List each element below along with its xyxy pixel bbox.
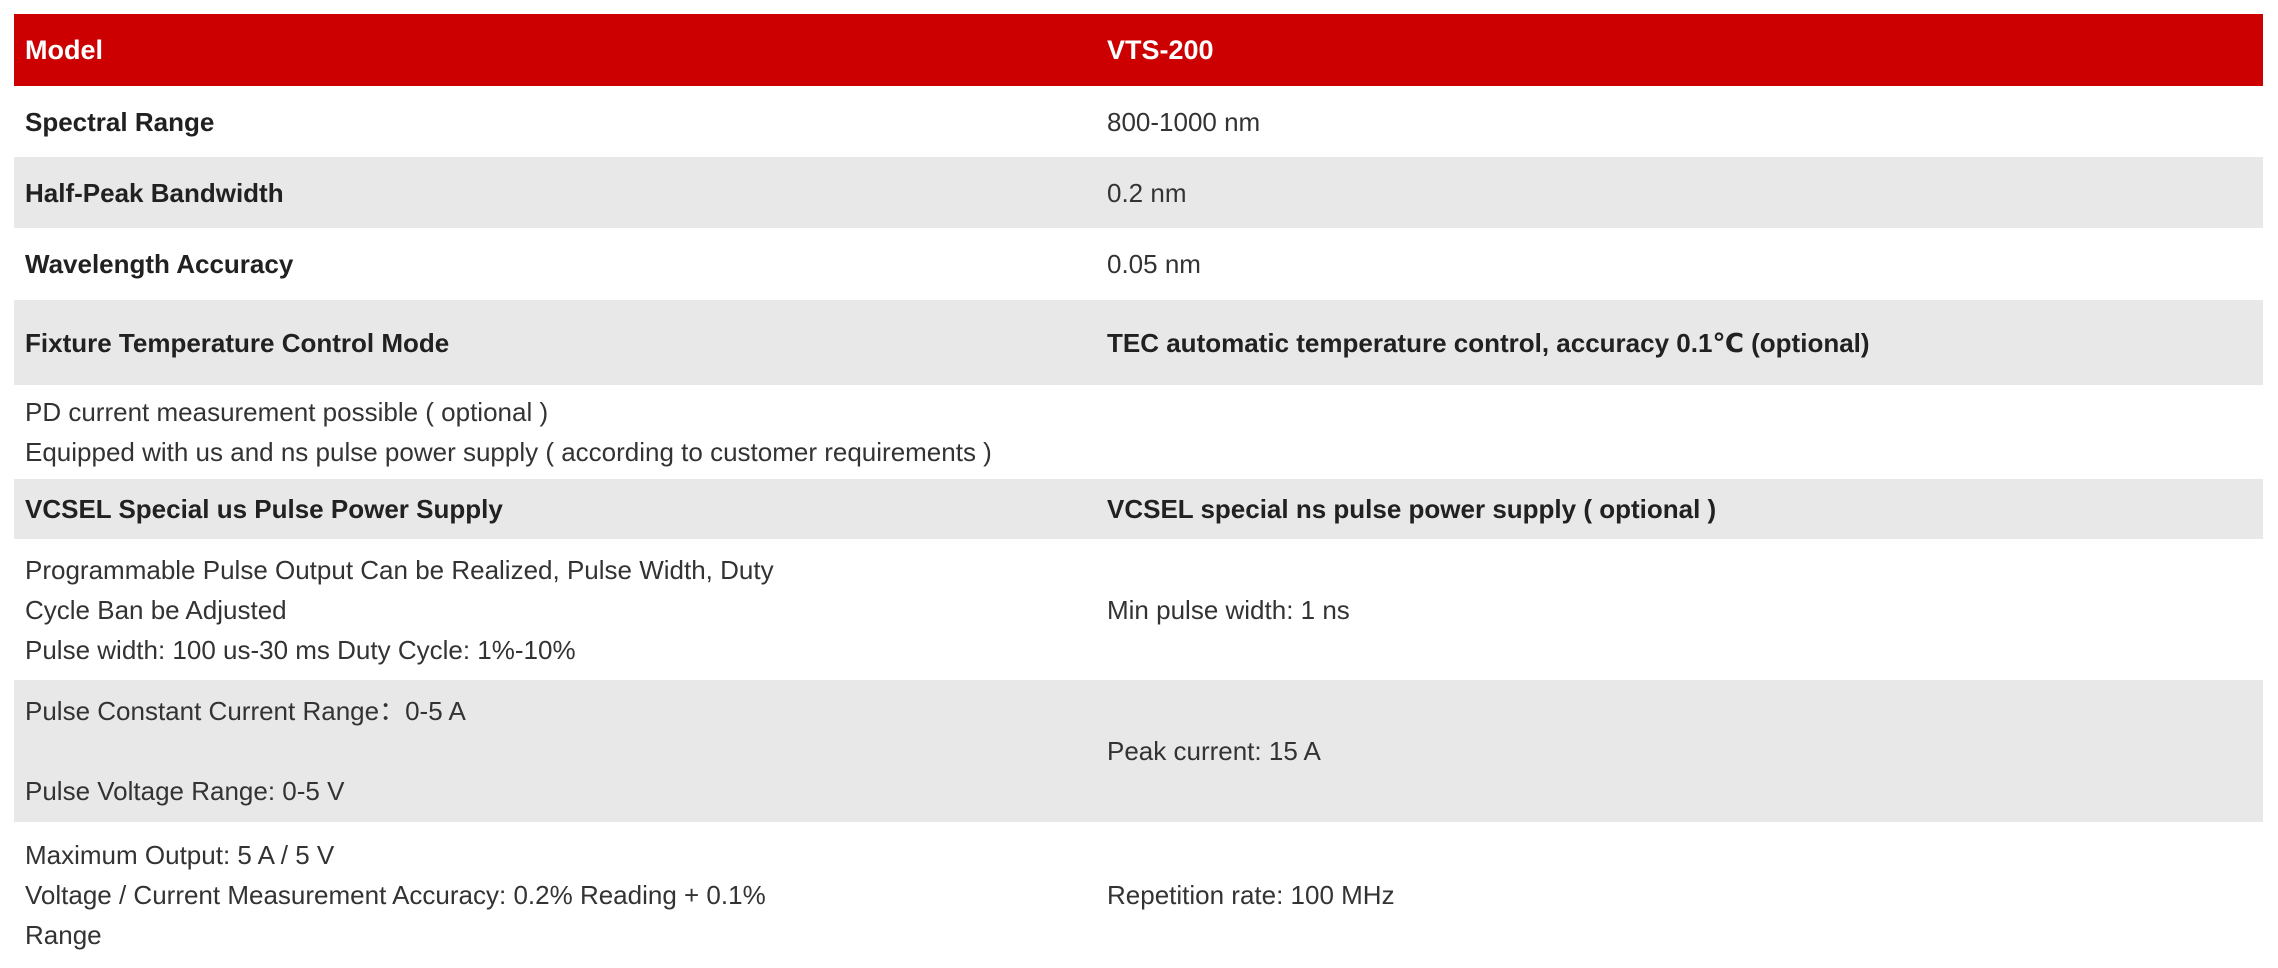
row-half-peak-bandwidth: Half-Peak Bandwidth 0.2 nm: [14, 157, 2263, 228]
spec-value: Peak current: 15 A: [1096, 680, 2263, 822]
spec-value: 0.05 nm: [1107, 249, 1201, 279]
header-model-value: VTS-200: [1096, 14, 2263, 86]
header-model-label: Model: [14, 14, 1096, 86]
spec-value: VCSEL special ns pulse power supply ( op…: [1096, 479, 2263, 539]
spec-value: 0.2 nm: [1096, 157, 2263, 228]
spec-label: VCSEL Special us Pulse Power Supply: [14, 479, 1096, 539]
product-spec-table: Model VTS-200 Spectral Range 800-1000 nm…: [14, 14, 2263, 968]
spec-value: Min pulse width: 1 ns: [1107, 594, 1350, 625]
row-programmable-pulse-output: Programmable Pulse Output Can be Realize…: [14, 539, 2263, 680]
row-spectral-range: Spectral Range 800-1000 nm: [14, 86, 2263, 157]
table-header-row: Model VTS-200: [14, 14, 2263, 86]
spec-label: Wavelength Accuracy: [25, 249, 294, 279]
spec-label: Programmable Pulse Output Can be Realize…: [25, 554, 774, 665]
spec-label: Fixture Temperature Control Mode: [14, 300, 1096, 385]
row-maximum-output: Maximum Output: 5 A / 5 V Voltage / Curr…: [14, 822, 2263, 968]
spec-full-width-note: PD current measurement possible ( option…: [25, 397, 992, 467]
row-pulse-constant-current: Pulse Constant Current Range：0-5 A Pulse…: [14, 680, 2263, 822]
spec-value: 800-1000 nm: [1107, 106, 1261, 137]
row-pd-current-note: PD current measurement possible ( option…: [14, 385, 2263, 479]
row-wavelength-accuracy: Wavelength Accuracy 0.05 nm: [14, 228, 2263, 300]
spec-label: Maximum Output: 5 A / 5 V Voltage / Curr…: [25, 840, 766, 950]
spec-label: Spectral Range: [25, 106, 215, 137]
spec-label: Pulse Constant Current Range：0-5 A Pulse…: [14, 680, 1096, 822]
spec-value: TEC automatic temperature control, accur…: [1096, 300, 2263, 385]
row-vcsel-pulse-power-supply: VCSEL Special us Pulse Power Supply VCSE…: [14, 479, 2263, 539]
spec-value: Repetition rate: 100 MHz: [1107, 880, 1395, 910]
row-fixture-temperature-control: Fixture Temperature Control Mode TEC aut…: [14, 300, 2263, 385]
spec-label: Half-Peak Bandwidth: [14, 157, 1096, 228]
